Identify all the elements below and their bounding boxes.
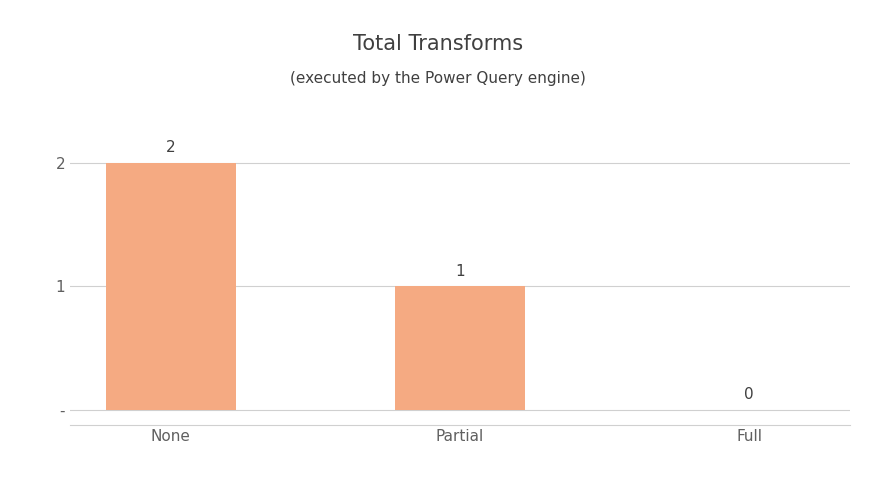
Text: 2: 2 <box>166 141 175 156</box>
Text: 1: 1 <box>456 264 464 279</box>
Bar <box>105 163 236 410</box>
Bar <box>395 286 525 410</box>
Text: Total Transforms: Total Transforms <box>353 34 523 54</box>
Text: (executed by the Power Query engine): (executed by the Power Query engine) <box>290 71 586 86</box>
Text: 0: 0 <box>745 387 754 402</box>
